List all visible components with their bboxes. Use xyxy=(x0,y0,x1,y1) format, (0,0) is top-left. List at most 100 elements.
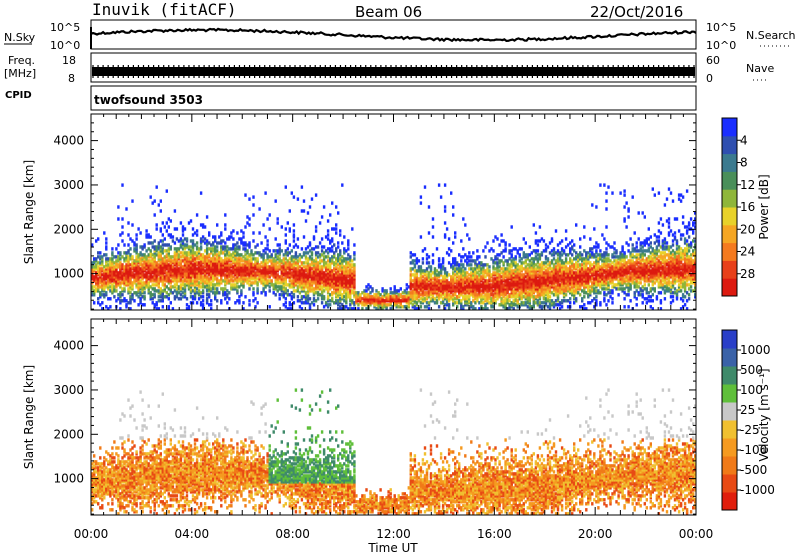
heatmap-cell xyxy=(323,205,325,208)
heatmap-cell xyxy=(420,201,422,204)
heatmap-cell xyxy=(492,239,494,242)
heatmap-cell xyxy=(170,285,172,288)
heatmap-cell xyxy=(295,251,297,254)
heatmap-cell xyxy=(145,233,147,236)
heatmap-cell xyxy=(216,249,218,252)
heatmap-cell xyxy=(196,233,198,236)
heatmap-cell xyxy=(180,297,182,300)
heatmap-cell xyxy=(236,289,238,292)
heatmap-cell xyxy=(472,267,474,270)
heatmap-cell xyxy=(543,261,545,264)
heatmap-cell xyxy=(202,299,204,302)
heatmap-cell xyxy=(321,215,323,218)
heatmap-cell xyxy=(335,205,337,208)
heatmap-cell xyxy=(557,257,559,260)
heatmap-cell xyxy=(269,289,271,292)
heatmap-cell xyxy=(156,223,158,226)
heatmap-cell xyxy=(321,237,323,240)
nsearch-right-tick-low: 10^0 xyxy=(706,39,736,52)
heatmap-cell xyxy=(192,239,194,242)
heatmap-cell xyxy=(488,269,490,272)
heatmap-cell xyxy=(297,197,299,200)
heatmap-cell xyxy=(521,273,523,276)
heatmap-cell xyxy=(224,223,226,226)
heatmap-cell xyxy=(387,293,389,296)
heatmap-cell xyxy=(206,293,208,296)
heatmap-cell xyxy=(543,267,545,270)
heatmap-cell xyxy=(565,257,567,260)
heatmap-cell xyxy=(448,247,450,250)
heatmap-cell xyxy=(97,277,99,280)
heatmap-cell xyxy=(131,255,133,258)
heatmap-cell xyxy=(470,255,472,258)
heatmap-cell xyxy=(133,259,135,262)
heatmap-cell xyxy=(444,209,446,212)
heatmap-cell xyxy=(593,265,595,268)
heatmap-cell xyxy=(420,265,422,268)
heatmap-cell xyxy=(547,245,549,248)
heatmap-cell xyxy=(164,237,166,240)
heatmap-cell xyxy=(285,233,287,236)
heatmap-cell xyxy=(279,297,281,300)
heatmap-cell xyxy=(436,269,438,272)
heatmap-cell xyxy=(105,245,107,248)
heatmap-cell xyxy=(323,295,325,298)
heatmap-cell xyxy=(436,273,438,276)
heatmap-cell xyxy=(553,247,555,250)
heatmap-cell xyxy=(216,277,218,280)
heatmap-cell xyxy=(154,213,156,216)
heatmap-cell xyxy=(105,241,107,244)
heatmap-cell xyxy=(448,281,450,284)
heatmap-cell xyxy=(275,293,277,296)
heatmap-cell xyxy=(444,267,446,270)
heatmap-cell xyxy=(319,241,321,244)
heatmap-cell xyxy=(575,223,577,226)
heatmap-cell xyxy=(533,257,535,260)
nsky-left-tick-high: 10^5 xyxy=(50,21,80,34)
heatmap-cell xyxy=(224,213,226,216)
heatmap-cell xyxy=(131,199,133,202)
heatmap-cell xyxy=(353,257,355,260)
heatmap-cell xyxy=(279,275,281,278)
heatmap-cell xyxy=(432,217,434,220)
heatmap-cell xyxy=(581,257,583,260)
heatmap-cell xyxy=(428,261,430,264)
heatmap-cell xyxy=(543,249,545,252)
heatmap-cell xyxy=(511,253,513,256)
heatmap-cell xyxy=(341,183,343,186)
heatmap-cell xyxy=(353,243,355,246)
heatmap-cell xyxy=(432,259,434,262)
heatmap-cell xyxy=(266,253,268,256)
heatmap-cell xyxy=(311,251,313,254)
heatmap-cell xyxy=(442,257,444,260)
heatmap-cell xyxy=(258,207,260,210)
heatmap-cell xyxy=(418,259,420,262)
heatmap-cell xyxy=(291,271,293,274)
heatmap-cell xyxy=(281,225,283,228)
heatmap-cell xyxy=(266,247,268,250)
heatmap-cell xyxy=(285,301,287,304)
heatmap-cell xyxy=(315,225,317,228)
heatmap-cell xyxy=(232,237,234,240)
heatmap-cell xyxy=(232,229,234,232)
heatmap-cell xyxy=(327,251,329,254)
heatmap-cell xyxy=(432,253,434,256)
heatmap-cell xyxy=(293,195,295,198)
heatmap-cell xyxy=(216,245,218,248)
heatmap-cell xyxy=(279,243,281,246)
heatmap-cell xyxy=(275,237,277,240)
heatmap-cell xyxy=(307,211,309,214)
heatmap-cell xyxy=(339,305,341,308)
heatmap-cell xyxy=(515,255,517,258)
heatmap-cell xyxy=(156,185,158,188)
heatmap-cell xyxy=(143,295,145,298)
heatmap-cell xyxy=(240,263,242,266)
freq-left-tick-low: 8 xyxy=(68,72,75,85)
heatmap-cell xyxy=(301,209,303,212)
heatmap-cell xyxy=(583,235,585,238)
heatmap-cell xyxy=(420,305,422,308)
heatmap-cell xyxy=(240,237,242,240)
heatmap-cell xyxy=(452,241,454,244)
nsky-panel xyxy=(91,20,696,49)
heatmap-cell xyxy=(228,279,230,282)
